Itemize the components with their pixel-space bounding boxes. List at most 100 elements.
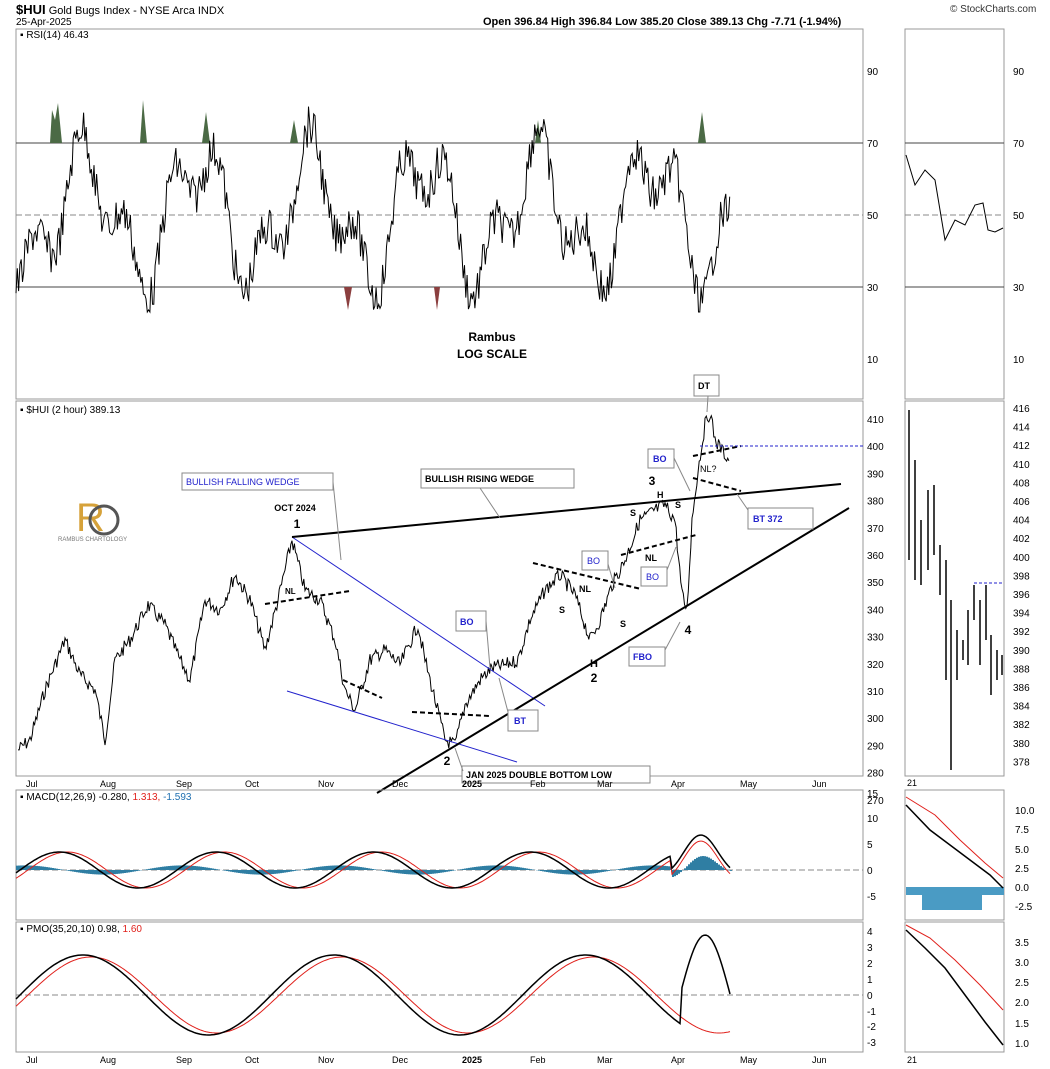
macd-hist-bar — [248, 870, 250, 875]
macd-hist-bar — [346, 865, 348, 870]
macd-hist-bar — [260, 870, 262, 875]
macd-hist-bar — [560, 870, 562, 874]
macd-hist-bar — [316, 867, 318, 870]
macd-hist-bar — [274, 870, 276, 874]
neckline-dashes — [264, 445, 742, 717]
month-label-bottom: Jun — [812, 1055, 827, 1065]
macd-hist-bar — [176, 865, 178, 870]
brand-logo: © StockCharts.com — [950, 4, 1037, 15]
macd-hist-bar — [434, 870, 436, 874]
side-price-bars — [908, 410, 1003, 770]
macd-hist-bar — [190, 865, 192, 870]
macd-hist-bar — [410, 870, 412, 875]
macd-hist-bar — [204, 867, 206, 870]
price-tick-label: 380 — [867, 497, 884, 508]
macd-hist-bar — [582, 870, 584, 875]
macd-hist-bar — [322, 866, 324, 870]
month-label-top: Aug — [100, 779, 116, 789]
macd-hist-bar — [280, 870, 282, 874]
macd-hist-bar — [296, 870, 298, 871]
pmo-side-line — [905, 929, 1004, 1046]
macd-hist-bar — [184, 865, 186, 870]
macd-hist-bar — [424, 870, 426, 875]
pmo-tick-label: 3 — [867, 943, 873, 954]
side-price-tick-label: 414 — [1013, 423, 1030, 434]
macd-hist-bar — [52, 868, 54, 870]
macd-hist-bar — [268, 870, 270, 875]
macd-hist-bar — [92, 870, 94, 875]
falling-wedge-upper — [291, 536, 546, 707]
h-label-2: H — [657, 490, 664, 500]
macd-hist-bar — [230, 870, 232, 872]
rsi-label-text: RSI(14) 46.43 — [26, 30, 89, 41]
macd-hist-bar — [58, 869, 60, 870]
pmo-tick-label: -2 — [867, 1022, 876, 1033]
macd-tick-label: -5 — [867, 892, 876, 903]
macd-hist-bar — [636, 866, 638, 870]
macd-hist-bar — [664, 865, 666, 870]
price-tick-label: 280 — [867, 769, 884, 780]
month-label-bottom: Apr — [671, 1055, 685, 1065]
macd-hist-bar — [692, 860, 694, 870]
macd-hist-bar — [114, 870, 116, 875]
bt-label: BT — [514, 716, 526, 726]
macd-hist-bar — [476, 866, 478, 870]
macd-hist-bar — [504, 865, 506, 870]
macd-hist-bar — [642, 865, 644, 870]
macd-hist-bar — [202, 866, 204, 870]
macd-hist-bar — [264, 870, 266, 875]
macd-hist-bar — [480, 866, 482, 870]
side-price-tick-label: 386 — [1013, 683, 1030, 694]
macd-hist-bar — [524, 868, 526, 870]
price-tick-label: 350 — [867, 578, 884, 589]
macd-hist-bar — [608, 870, 610, 871]
macd-hist-bar — [592, 870, 594, 874]
pmo-tick-label: 4 — [867, 927, 873, 938]
macd-hist-bar — [60, 869, 62, 870]
macd-hist-bar — [568, 870, 570, 875]
macd-hist-bar — [370, 868, 372, 870]
macd-hist-bar — [506, 865, 508, 870]
macd-hist-bar — [498, 865, 500, 870]
logo-text: RAMBUS CHARTOLOGY — [58, 537, 127, 543]
pmo-value-1: 0.98, — [97, 924, 119, 935]
bo-label-4: BO — [653, 454, 667, 464]
macd-hist-bar — [132, 870, 134, 872]
macd-hist-bar — [408, 870, 410, 875]
macd-hist-bar — [368, 868, 370, 870]
macd-hist-bar — [276, 870, 278, 874]
macd-hist-bar — [428, 870, 430, 875]
annotation-boxes: BULLISH FALLING WEDGE BULLISH RISING WED… — [181, 374, 814, 784]
macd-hist-bar — [564, 870, 566, 875]
pmo-panel-frame — [15, 921, 864, 1053]
macd-hist-bar — [364, 867, 366, 870]
macd-hist-bar — [308, 868, 310, 870]
macd-hist-bar — [702, 856, 704, 870]
month-label-bottom: 2025 — [462, 1055, 482, 1065]
macd-hist-bar — [326, 865, 328, 870]
macd-hist-bar — [452, 870, 454, 871]
macd-hist-bar — [610, 870, 612, 871]
macd-hist-bar — [292, 870, 294, 872]
rsi-label: ▪ RSI(14) 46.43 — [20, 30, 89, 41]
macd-side-tick-label: 2.5 — [1015, 864, 1029, 875]
macd-hist-bar — [706, 856, 708, 870]
nl-label-4: NL? — [700, 464, 717, 474]
macd-hist-bar — [390, 870, 392, 873]
macd-hist-bar — [602, 870, 604, 872]
macd-hist-bar — [74, 870, 76, 872]
macd-hist-bar — [716, 862, 718, 870]
price-panel-frame — [15, 400, 864, 777]
side-axis-label-2: 21 — [907, 1055, 917, 1065]
macd-hist-bar — [174, 865, 176, 870]
side-price-tick-label: 388 — [1013, 664, 1030, 675]
wave-2b-label: 2 — [591, 671, 598, 685]
macd-hist-bar — [554, 870, 556, 874]
rsi-side-frame — [904, 28, 1005, 400]
rambus-logo: R RAMBUS CHARTOLOGY — [58, 496, 127, 543]
macd-hist-bar — [198, 866, 200, 870]
macd-hist-bar — [56, 868, 58, 870]
macd-hist-bar — [676, 870, 678, 876]
macd-hist-bar — [312, 867, 314, 870]
macd-hist-bar — [680, 870, 682, 873]
